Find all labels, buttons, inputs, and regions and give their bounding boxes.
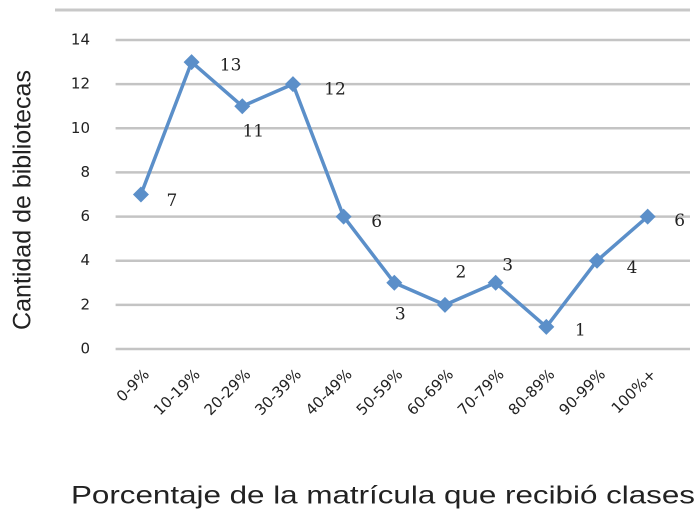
data-label: 1 [575, 320, 586, 340]
x-tick-label: 30-39% [251, 365, 305, 419]
data-point [639, 208, 656, 225]
data-point [436, 296, 453, 313]
x-tick-label: 0-9% [113, 365, 153, 405]
y-tick-label: 12 [71, 75, 90, 93]
data-label: 6 [674, 211, 685, 231]
y-tick-label: 10 [71, 119, 90, 137]
data-point [234, 98, 251, 115]
y-tick-label: 14 [71, 31, 90, 49]
x-tick-label: 90-99% [555, 365, 609, 419]
data-point [284, 76, 301, 93]
data-point [335, 208, 352, 225]
y-tick-label: 2 [80, 295, 90, 313]
data-label: 7 [167, 191, 178, 211]
data-label: 4 [627, 258, 638, 278]
x-axis-label: Porcentaje de la matrícula que recibió c… [71, 482, 695, 510]
data-label: 13 [220, 56, 242, 76]
x-tick-label: 40-49% [302, 365, 356, 419]
x-tick-label: 70-79% [454, 365, 508, 419]
x-tick-label: 80-89% [505, 365, 559, 419]
x-tick-label: 20-29% [201, 365, 255, 419]
y-tick-label: 0 [80, 340, 90, 358]
x-tick-label: 10-19% [150, 365, 204, 419]
data-label: 6 [371, 212, 382, 232]
data-point [132, 186, 149, 203]
x-tick-label: 50-59% [353, 365, 407, 419]
y-tick-label: 6 [80, 207, 90, 225]
data-point [183, 54, 200, 71]
y-axis-label: Cantidad de bibliotecas [9, 70, 37, 330]
data-point [386, 274, 403, 291]
data-label: 2 [456, 262, 467, 282]
data-label: 12 [324, 80, 346, 100]
x-tick-label: 100%+ [608, 365, 660, 417]
data-label: 3 [502, 255, 513, 275]
data-point [487, 274, 504, 291]
data-point [538, 318, 555, 335]
y-tick-label: 8 [80, 163, 90, 181]
y-tick-label: 4 [80, 251, 90, 269]
x-tick-label: 60-69% [403, 365, 457, 419]
data-point [588, 252, 605, 269]
data-label: 11 [242, 122, 264, 142]
data-label: 3 [395, 304, 406, 324]
